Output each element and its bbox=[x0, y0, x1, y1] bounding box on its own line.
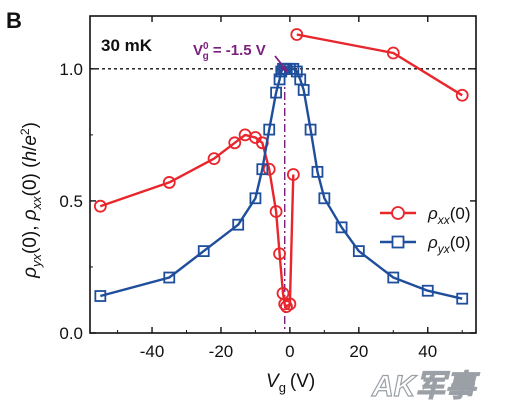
legend-marker-rhoxx bbox=[391, 206, 405, 220]
ylabel-sub2: xx bbox=[29, 196, 44, 211]
data-point-rhoxx bbox=[283, 297, 297, 311]
xlabel-sub: g bbox=[279, 380, 286, 395]
ylabel-e: e bbox=[20, 135, 41, 146]
data-point-rhoyx bbox=[263, 123, 276, 136]
data-point-rhoyx bbox=[311, 165, 324, 178]
panel-letter: B bbox=[6, 8, 22, 33]
data-point-rhoyx bbox=[297, 84, 310, 96]
legend-rhoxx-arg: (0) bbox=[450, 204, 471, 223]
data-point-rhoyx bbox=[249, 192, 262, 205]
ylabel-sub1: yx bbox=[29, 254, 44, 269]
x-tick-label: -40 bbox=[140, 342, 165, 361]
legend-label-rhoxx: ρxx(0) bbox=[427, 204, 471, 227]
data-point-rhoyx bbox=[352, 245, 365, 258]
xlabel-v: V bbox=[266, 371, 281, 392]
data-point-rhoxx bbox=[290, 28, 304, 41]
legend-rhoyx-arg: (0) bbox=[450, 233, 471, 252]
data-point-rhoxx bbox=[262, 162, 276, 176]
legend-label-rhoyx: ρyx(0) bbox=[427, 233, 471, 256]
xlabel-unit: (V) bbox=[290, 371, 315, 392]
data-point-rhoyx bbox=[456, 292, 469, 305]
data-point-rhoxx bbox=[93, 199, 107, 213]
data-point-rhoyx bbox=[290, 65, 303, 78]
legend-rhoyx-sub: yx bbox=[437, 242, 451, 256]
ylabel-sup: 2 bbox=[18, 128, 32, 135]
data-point-rhoxx bbox=[386, 46, 400, 60]
legend-rhoyx-sym: ρ bbox=[427, 233, 438, 252]
x-tick-label: 20 bbox=[349, 342, 368, 361]
chart-title: 30 mK bbox=[101, 36, 153, 55]
data-point-rhoxx bbox=[228, 136, 242, 150]
legend-rhoxx-sub: xx bbox=[437, 213, 451, 227]
ylabel-arg1: (0), bbox=[20, 220, 41, 254]
data-point-rhoxx bbox=[207, 152, 221, 166]
data-point-rhoyx bbox=[94, 290, 107, 302]
data-point-rhoxx bbox=[455, 88, 469, 102]
annotation-rhs: = -1.5 V bbox=[209, 42, 266, 59]
ylabel-arg2: (0) ( bbox=[20, 161, 41, 197]
data-point-rhoyx bbox=[163, 271, 176, 284]
plot-area: -40 -20 0 20 40 0.0 0.5 1.0 bbox=[59, 15, 477, 361]
annotation-arrow-head bbox=[280, 66, 287, 73]
data-point-rhoyx bbox=[232, 218, 245, 231]
ylabel-rho1: ρ bbox=[20, 267, 41, 279]
x-tick-label: -20 bbox=[209, 342, 234, 361]
legend-rhoxx-sym: ρ bbox=[427, 204, 438, 223]
data-point-rhoyx bbox=[304, 123, 317, 136]
x-tick-label: 0 bbox=[285, 342, 294, 361]
legend: ρxx(0) ρyx(0) bbox=[380, 204, 471, 256]
legend-marker-rhoyx bbox=[391, 235, 405, 249]
watermark-main: AK军事 bbox=[371, 370, 480, 403]
ylabel-rho2: ρ bbox=[20, 209, 41, 221]
data-point-rhoyx bbox=[256, 163, 269, 176]
data-point-rhoyx bbox=[387, 271, 400, 284]
y-axis-title: ρyx(0), ρxx(0) (h/e2) bbox=[18, 122, 44, 279]
data-point-rhoxx bbox=[269, 205, 283, 218]
data-point-rhoxx bbox=[273, 247, 286, 261]
annotation-sup: 0 bbox=[203, 41, 209, 52]
y-tick-label: 1.0 bbox=[59, 60, 83, 79]
x-axis-title: Vg (V) bbox=[266, 371, 315, 395]
series-line-rhoxx bbox=[99, 133, 295, 308]
annotation-sub: g bbox=[203, 51, 209, 62]
data-point-rhoxx bbox=[162, 176, 176, 189]
annotation-vg0: V0 g = -1.5 V bbox=[193, 41, 266, 62]
data-point-rhoyx bbox=[318, 192, 331, 205]
data-point-rhoxx bbox=[280, 300, 293, 313]
data-point-rhoyx bbox=[335, 221, 348, 234]
y-tick-label: 0.0 bbox=[59, 324, 83, 343]
data-point-rhoyx bbox=[287, 62, 300, 75]
annotation-lhs: V bbox=[193, 42, 203, 59]
series-line-rhoxx bbox=[296, 33, 463, 97]
ylabel-close: ) bbox=[20, 122, 41, 128]
ylabel-h: h bbox=[20, 151, 41, 162]
plot-frame bbox=[89, 15, 477, 334]
data-point-rhoyx bbox=[270, 86, 283, 99]
data-point-rhoyx bbox=[421, 284, 434, 297]
data-point-rhoyx bbox=[197, 245, 210, 258]
watermark-sub: AKJUNSHI.COM bbox=[384, 402, 456, 411]
watermark: AK军事 AKJUNSHI.COM bbox=[370, 369, 481, 411]
data-point-rhoxx bbox=[286, 168, 300, 181]
y-tick-label: 0.5 bbox=[59, 192, 83, 211]
x-tick-label: 40 bbox=[418, 342, 437, 361]
ylabel-slash: / bbox=[20, 145, 41, 151]
